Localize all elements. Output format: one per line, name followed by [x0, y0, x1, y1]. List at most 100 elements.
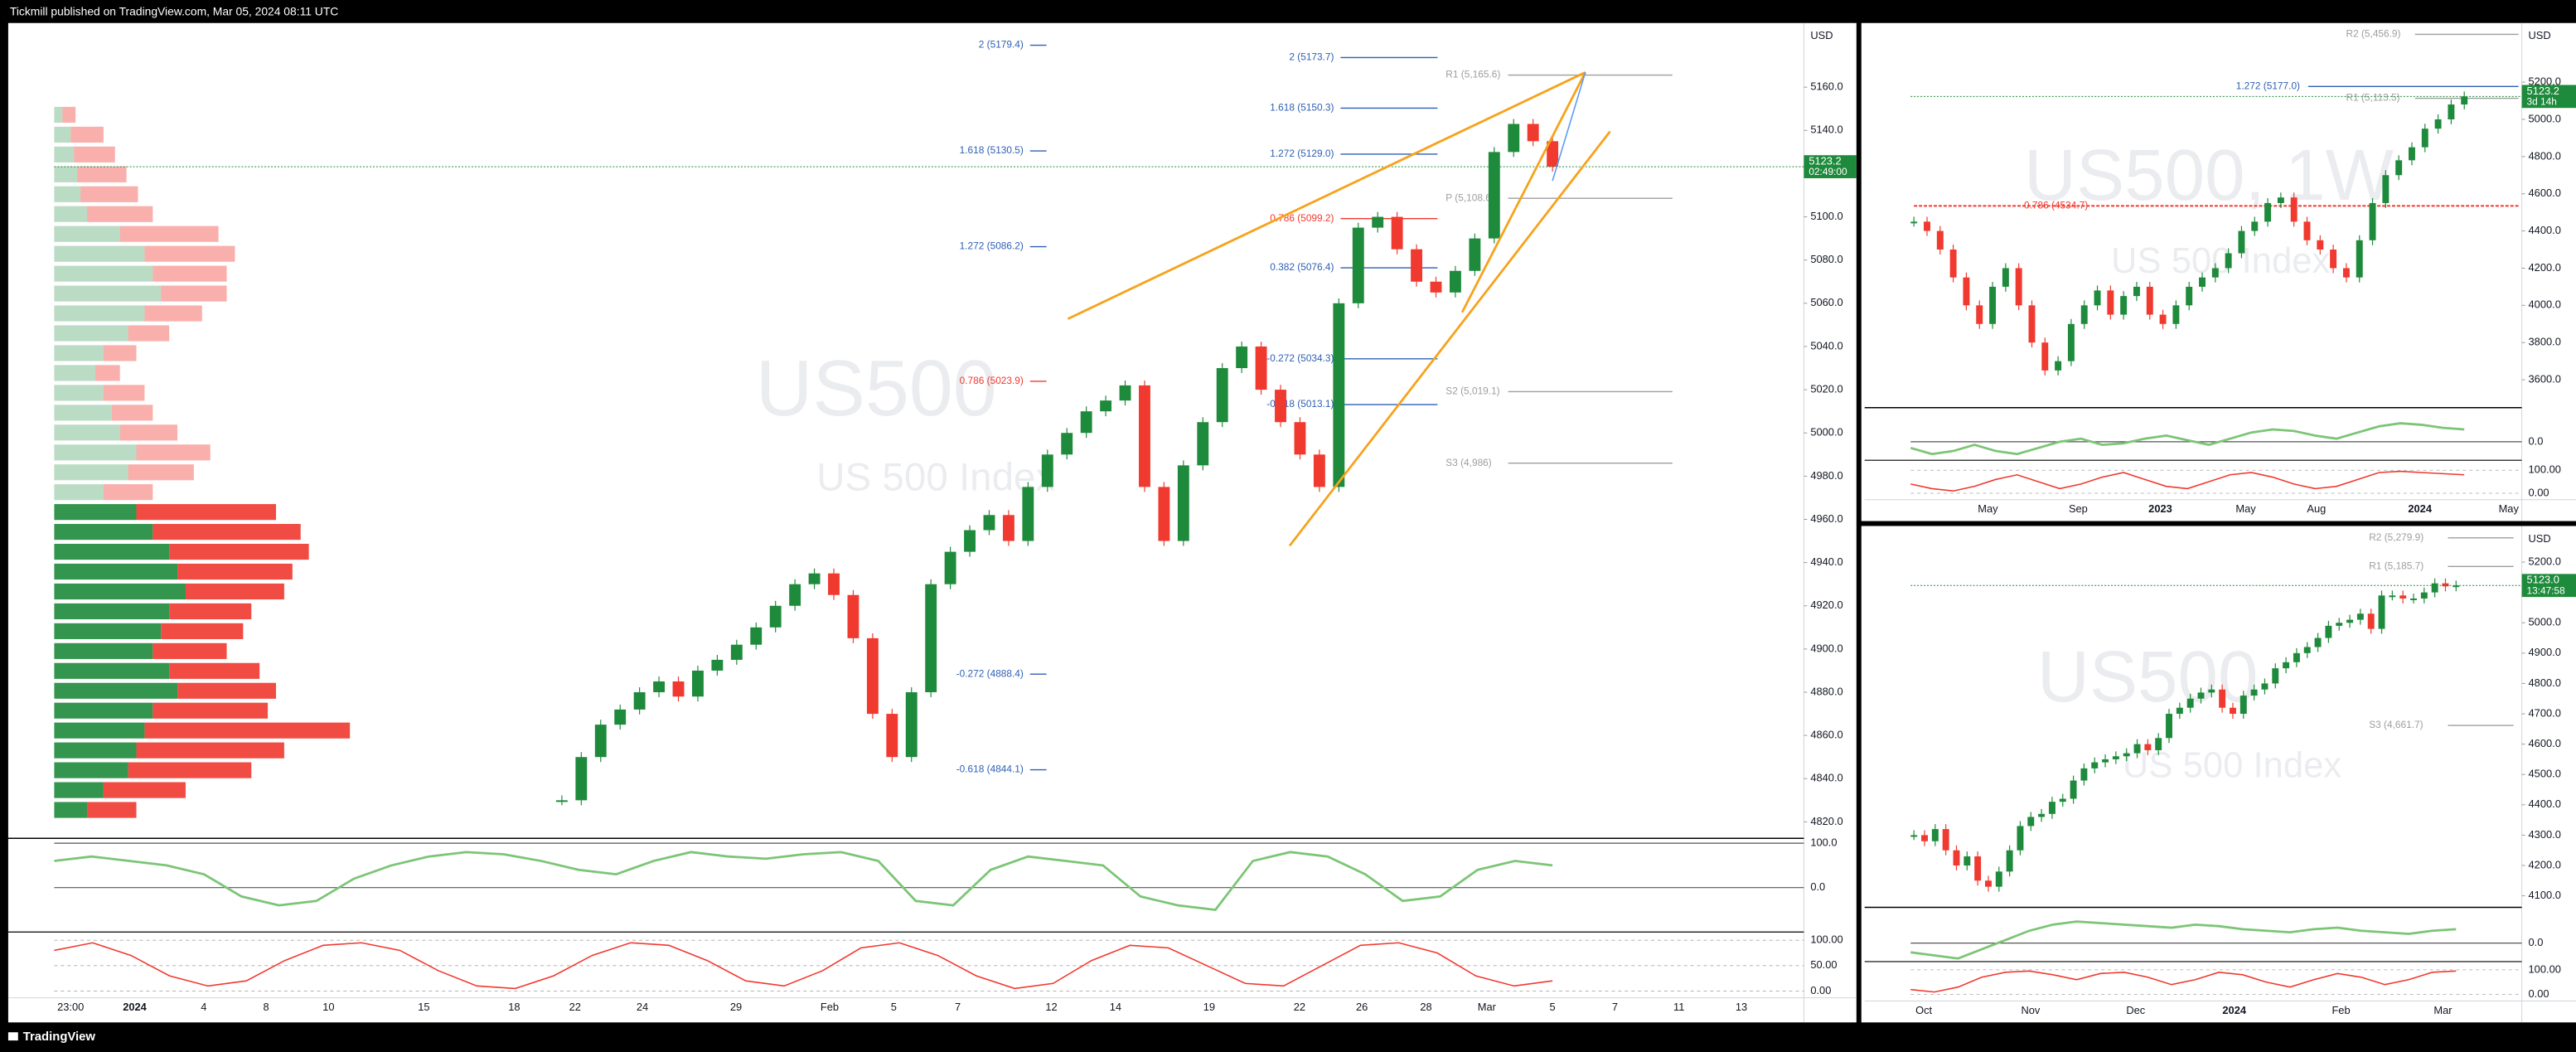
candle: [2369, 202, 2376, 240]
candle: [2094, 290, 2101, 306]
candle: [2317, 240, 2324, 250]
time-tick-label: 15: [418, 1001, 429, 1013]
time-tick-label: 2024: [2222, 1004, 2246, 1016]
volume-buy: [54, 106, 63, 124]
candle: [2028, 305, 2036, 343]
candle: [2091, 762, 2099, 768]
candle: [2015, 268, 2022, 306]
volume-sell: [136, 742, 284, 759]
volume-sell: [144, 722, 351, 739]
candle: [2421, 128, 2428, 148]
candle: [1100, 400, 1112, 412]
volume-sell: [74, 146, 115, 162]
level-label: -0.272 (4888.4): [956, 667, 1024, 679]
candle: [2002, 268, 2009, 287]
price-tick-label: 4600.0: [2529, 737, 2561, 749]
time-tick-label: Aug: [2307, 502, 2326, 515]
price-tick-label: 4200.0: [2529, 858, 2561, 870]
volume-sell: [153, 642, 227, 659]
volume-buy: [54, 345, 104, 361]
candle: [2293, 652, 2300, 662]
price-tick-label: 5100.0: [1810, 210, 1842, 222]
volume-buy: [54, 385, 104, 401]
candle: [2290, 197, 2298, 222]
candle: [2159, 314, 2167, 324]
candle: [2251, 221, 2259, 231]
candle: [1921, 835, 1928, 841]
volume-sell: [153, 702, 269, 719]
price-label: 5123.2: [2527, 85, 2559, 97]
price-tick-label: 4880.0: [1810, 685, 1842, 697]
candle: [1080, 411, 1092, 434]
candle: [2264, 202, 2272, 222]
candle: [769, 605, 782, 628]
candle: [2172, 305, 2180, 324]
volume-sell: [177, 563, 293, 580]
volume-sell: [119, 225, 219, 242]
candle: [2225, 253, 2232, 269]
candle: [2261, 683, 2269, 690]
time-tick-label: May: [2499, 502, 2520, 515]
projection: [1552, 72, 1586, 182]
time-tick-label: 23:00: [57, 1001, 84, 1013]
candle: [2342, 268, 2350, 278]
price-tick-label: 4300.0: [2529, 828, 2561, 841]
candle: [1002, 515, 1014, 541]
candle: [789, 584, 801, 606]
volume-buy: [54, 742, 137, 759]
volume-sell: [103, 484, 153, 501]
candle: [808, 573, 821, 584]
price-tick-label: 4860.0: [1810, 729, 1842, 741]
stoch-line: [54, 942, 1553, 990]
candle: [730, 644, 743, 660]
candle: [828, 573, 840, 595]
price-tick-label: 5020.0: [1810, 383, 1842, 395]
candle: [2166, 714, 2172, 739]
candle: [1953, 850, 1960, 866]
trendline: [1460, 71, 1587, 313]
time-tick-label: 2024: [123, 1001, 147, 1013]
candle: [614, 709, 627, 725]
volume-buy: [54, 603, 170, 620]
oscillator-line: [54, 851, 1553, 911]
candle: [1936, 230, 1944, 250]
candle: [1158, 487, 1170, 541]
candle: [1974, 856, 1982, 881]
volume-sell: [103, 385, 145, 401]
osc-tick-label: 100.0: [1810, 836, 1837, 849]
countdown: 13:47:58: [2527, 584, 2566, 596]
candle: [2017, 826, 2024, 851]
level-label: S3 (4,986): [1445, 457, 1491, 468]
price-tick-label: 4800.0: [2529, 149, 2561, 162]
price-tick-label: 4500.0: [2529, 768, 2561, 780]
price-label: 5123.2: [1809, 155, 1841, 167]
candle: [1942, 829, 1949, 851]
volume-buy: [54, 543, 170, 560]
volume-sell: [128, 325, 170, 342]
countdown: 02:49:00: [1809, 166, 1847, 177]
currency: USD: [2529, 29, 2551, 41]
candle: [1989, 286, 1997, 324]
candle: [1547, 141, 1559, 167]
time-tick-label: 18: [508, 1001, 520, 1013]
candle: [2420, 592, 2428, 599]
price-tick-label: 4400.0: [2529, 224, 2561, 236]
level-label: 1.272 (5129.0): [1270, 148, 1334, 159]
time-tick-label: Feb: [821, 1001, 839, 1013]
volume-buy: [54, 563, 178, 580]
volume-sell: [161, 623, 244, 639]
volume-sell: [77, 166, 127, 182]
candle: [886, 714, 898, 758]
candle: [2199, 277, 2206, 287]
candle: [2442, 583, 2449, 587]
candle: [1022, 487, 1034, 541]
candle: [2067, 323, 2075, 361]
candle: [2197, 692, 2205, 699]
watermark: US500: [756, 345, 997, 433]
brand: TradingView: [23, 1030, 96, 1044]
candle: [1197, 422, 1209, 466]
volume-buy: [54, 166, 78, 182]
candle: [1488, 152, 1500, 239]
time-tick-label: 8: [264, 1001, 269, 1013]
